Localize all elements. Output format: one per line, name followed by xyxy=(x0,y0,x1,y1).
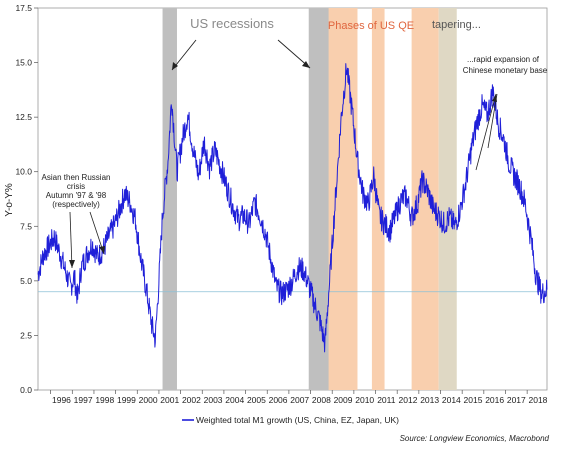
annotation-asian-line2: crisis xyxy=(67,182,85,191)
x-tick-label-3: 1999 xyxy=(117,395,136,405)
series-group xyxy=(37,63,548,353)
x-tick-label-11: 2007 xyxy=(290,395,309,405)
y-tick-label-7: 17.5 xyxy=(15,3,32,13)
y-tick-label-4: 10.0 xyxy=(15,167,32,177)
annotation-asian-line1: Asian then Russian xyxy=(42,173,111,182)
x-tick-label-4: 2000 xyxy=(139,395,158,405)
x-tick-label-13: 2009 xyxy=(334,395,353,405)
shaded-period-2 xyxy=(328,8,358,390)
x-tick-label-16: 2012 xyxy=(399,395,418,405)
x-tick-label-0: 1996 xyxy=(52,395,71,405)
arrowhead-asian-1997 xyxy=(69,260,75,268)
x-tick-label-7: 2003 xyxy=(204,395,223,405)
legend-label: Weighted total M1 growth (US, China, EZ,… xyxy=(196,415,399,425)
arrowhead-asian-1998 xyxy=(99,246,105,254)
y-axis: 0.0 2.5 5.0 7.5 10.0 12.5 15.0 17.5 xyxy=(15,3,38,395)
annotation-arrow-asian-1997 xyxy=(69,211,73,269)
x-tick-label-9: 2005 xyxy=(247,395,266,405)
annotation-phases-qe: Phases of US QE xyxy=(328,20,414,32)
annotation-arrow-china-2 xyxy=(487,93,498,149)
x-tick-label-2: 1998 xyxy=(95,395,114,405)
y-tick-label-2: 5.0 xyxy=(20,276,32,286)
x-tick-label-15: 2011 xyxy=(377,395,396,405)
x-tick-label-12: 2008 xyxy=(312,395,331,405)
x-tick-label-14: 2010 xyxy=(355,395,374,405)
shaded-periods xyxy=(162,8,457,390)
shaded-period-0 xyxy=(162,8,177,390)
arrowhead-recession-2008 xyxy=(302,61,310,68)
y-tick-label-1: 2.5 xyxy=(20,330,32,340)
x-tick-label-5: 2001 xyxy=(160,395,179,405)
y-axis-label: Y-o-Y% xyxy=(4,183,15,217)
source-note: Source: Longview Economics, Macrobond xyxy=(400,434,550,443)
annotation-us-recessions: US recessions xyxy=(190,16,274,31)
x-tick-label-18: 2014 xyxy=(442,395,461,405)
x-tick-label-21: 2017 xyxy=(507,395,526,405)
series-line-0 xyxy=(37,63,548,353)
y-tick-label-3: 7.5 xyxy=(20,221,32,231)
x-axis: 1996 1997 1998 1999 2000 2001 2002 2003 2004 2005… xyxy=(50,390,548,405)
y-tick-label-6: 15.0 xyxy=(15,58,32,68)
annotation-china-line1: ...rapid expansion of xyxy=(467,55,540,64)
y-tick-label-0: 0.0 xyxy=(20,385,32,395)
annotation-asian-line4: (respectively) xyxy=(52,200,100,209)
x-tick-label-17: 2013 xyxy=(420,395,439,405)
x-tick-label-8: 2004 xyxy=(225,395,244,405)
annotation-arrow-china-1 xyxy=(475,93,497,171)
annotation-tapering: tapering... xyxy=(432,19,481,31)
x-tick-label-20: 2016 xyxy=(485,395,504,405)
x-tick-label-10: 2006 xyxy=(269,395,288,405)
annotation-china-line2: Chinese monetary base xyxy=(463,66,548,75)
x-tick-label-19: 2015 xyxy=(464,395,483,405)
y-tick-label-5: 12.5 xyxy=(15,112,32,122)
x-tick-label-22: 2018 xyxy=(529,395,548,405)
annotation-asian-line3: Autumn '97 & '98 xyxy=(46,191,107,200)
arrowhead-recession-2001 xyxy=(172,62,178,70)
x-tick-label-1: 1997 xyxy=(74,395,93,405)
x-tick-label-6: 2002 xyxy=(182,395,201,405)
shaded-period-5 xyxy=(438,8,457,390)
